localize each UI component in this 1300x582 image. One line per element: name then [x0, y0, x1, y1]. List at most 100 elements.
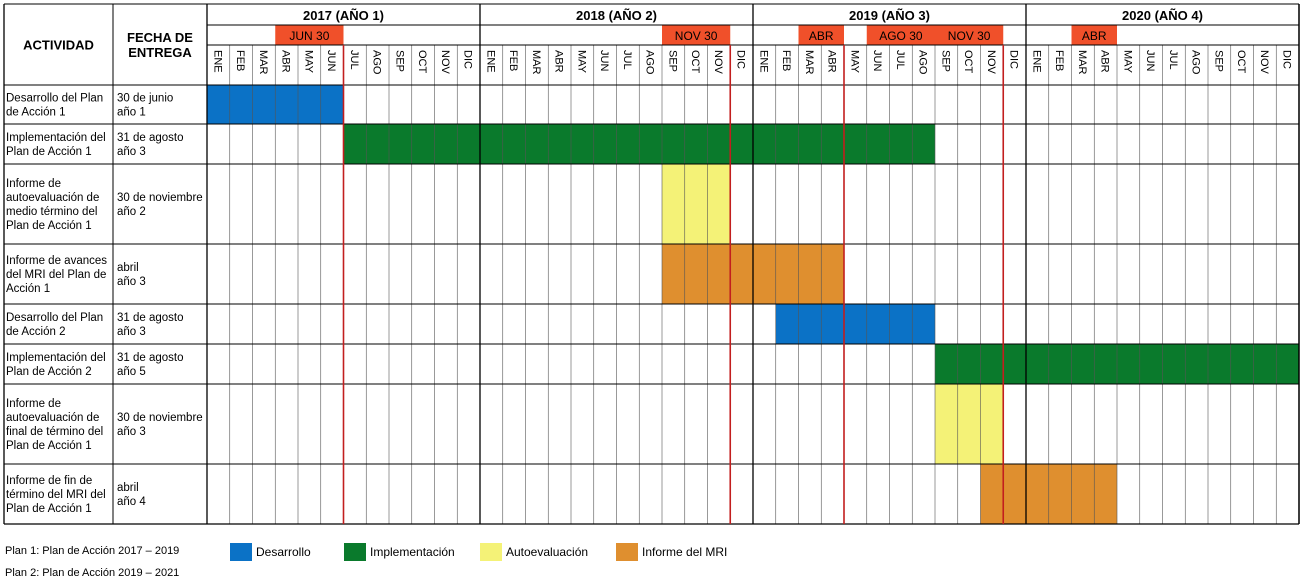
month-label: DIC [1008, 50, 1020, 69]
gantt-chart: JUN 30 NOV 30 ABR AGO 30 NOV 30 ABR 2017 (AÑO … [3, 3, 1300, 525]
delivery-label: 30 de junio [117, 93, 173, 105]
month-label: FEB [1053, 50, 1065, 71]
month-label: SEP [939, 50, 951, 72]
deadline-marker-label: AGO 30 [879, 29, 923, 43]
activity-label: final de término del [6, 426, 103, 438]
month-label: ENE [211, 50, 223, 73]
delivery-label: abril [117, 482, 139, 494]
month-label: SEP [666, 50, 678, 72]
bar-desarrollo [775, 304, 935, 344]
deadline-marker [798, 25, 844, 45]
activity-label: Informe de avances [6, 255, 107, 267]
plan1-note: Plan 1: Plan de Acción 2017 – 2019 [5, 545, 180, 557]
year-label: 2017 (AÑO 1) [303, 8, 384, 23]
delivery-label: año 3 [117, 276, 146, 288]
activity-label: Informe de [6, 178, 61, 190]
legend-informe: Informe del MRI [616, 543, 727, 561]
month-label: AGO [644, 50, 656, 75]
month-label: MAY [302, 50, 314, 74]
month-label: JUN [1144, 50, 1156, 71]
legend-label-autoevaluacion: Autoevaluación [506, 545, 589, 559]
month-label: JUN [325, 50, 337, 71]
plan2-note: Plan 2: Plan de Acción 2019 – 2021 [5, 567, 180, 579]
activity-label: Plan de Acción 1 [6, 440, 92, 452]
delivery-label: abril [117, 262, 139, 274]
legend-swatch-desarrollo [230, 543, 252, 561]
month-label: ENE [757, 50, 769, 73]
deadline-marker [1071, 25, 1117, 45]
bar-autoevaluacion [662, 164, 731, 244]
activity-label: Implementación del [6, 132, 106, 144]
delivery-label: año 2 [117, 206, 146, 218]
activity-label: Plan de Acción 1 [6, 503, 92, 515]
month-label: OCT [962, 50, 974, 74]
month-label: NOV [712, 50, 724, 75]
month-label: JUL [894, 50, 906, 70]
deadline-marker [866, 25, 935, 45]
year-label: 2019 (AÑO 3) [849, 8, 930, 23]
month-label: AGO [371, 50, 383, 75]
delivery-label: 30 de noviembre [117, 412, 203, 424]
month-label: SEP [1212, 50, 1224, 72]
month-label: DIC [735, 50, 747, 69]
month-label: ABR [553, 50, 565, 73]
delivery-label: 31 de agosto [117, 312, 184, 324]
month-label: OCT [689, 50, 701, 74]
activity-label: término del MRI del [6, 489, 106, 501]
month-label: ABR [826, 50, 838, 73]
activity-label: de Acción 1 [6, 107, 65, 119]
legend-implementacion: Implementación [344, 543, 455, 561]
month-label: JUL [348, 50, 360, 70]
month-label: FEB [780, 50, 792, 71]
legend-autoevaluacion: Autoevaluación [480, 543, 588, 561]
delivery-label: 31 de agosto [117, 352, 184, 364]
legend-label-desarrollo: Desarrollo [256, 545, 311, 559]
legend-desarrollo: Desarrollo [230, 543, 311, 561]
legend-swatch-informe [616, 543, 638, 561]
month-label: DIC [462, 50, 474, 69]
activity-label: Desarrollo del Plan [6, 312, 103, 324]
header-activity: ACTIVIDAD [23, 38, 94, 53]
month-label: ABR [1099, 50, 1111, 73]
activity-label: autoevaluación de [6, 412, 99, 424]
activity-label: del MRI del Plan de [6, 269, 106, 281]
activity-label: Desarrollo del Plan [6, 93, 103, 105]
month-label: MAR [530, 50, 542, 75]
month-label: JUN [871, 50, 883, 71]
month-label: MAR [803, 50, 815, 75]
month-label: ABR [280, 50, 292, 73]
header-delivery: ENTREGA [128, 45, 192, 60]
month-label: SEP [393, 50, 405, 72]
month-label: FEB [234, 50, 246, 71]
deadline-marker-label: NOV 30 [675, 29, 718, 43]
activity-label: Acción 1 [6, 283, 50, 295]
deadline-marker-label: JUN 30 [289, 29, 329, 43]
bar-autoevaluacion [935, 384, 1004, 464]
month-label: NOV [985, 50, 997, 75]
month-label: AGO [1190, 50, 1202, 75]
legend-label-informe: Informe del MRI [642, 545, 728, 559]
delivery-label: 30 de noviembre [117, 192, 203, 204]
deadline-marker [935, 25, 1004, 45]
month-label: JUL [621, 50, 633, 70]
month-label: FEB [507, 50, 519, 71]
activity-label: autoevaluación de [6, 192, 99, 204]
deadline-marker-label: ABR [1082, 29, 1107, 43]
legend-swatch-implementacion [344, 543, 366, 561]
deadline-marker [662, 25, 731, 45]
month-label: MAY [848, 50, 860, 74]
delivery-label: año 3 [117, 326, 146, 338]
delivery-label: año 3 [117, 146, 146, 158]
month-label: MAR [1076, 50, 1088, 75]
deadline-marker-label: NOV 30 [948, 29, 991, 43]
activity-label: Informe de [6, 398, 61, 410]
activity-label: Plan de Acción 2 [6, 366, 92, 378]
month-label: OCT [1235, 50, 1247, 74]
month-label: NOV [439, 50, 451, 75]
month-label: NOV [1258, 50, 1270, 75]
activity-label: medio término del [6, 206, 97, 218]
activity-label: Implementación del [6, 352, 106, 364]
legend-label-implementacion: Implementación [370, 545, 455, 559]
header-delivery: FECHA DE [127, 30, 193, 45]
month-label: MAY [575, 50, 587, 74]
